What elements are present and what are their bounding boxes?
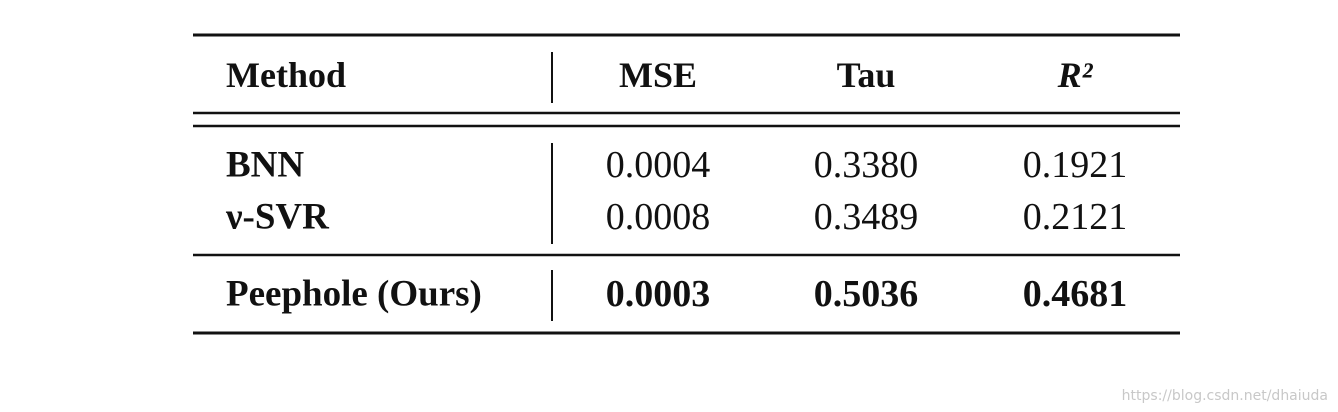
header-cell: Tau <box>836 55 896 95</box>
cell: 0.4681 <box>1022 273 1128 315</box>
cell: 0.0008 <box>605 196 711 238</box>
row-label: ν-SVR <box>226 196 329 238</box>
header-cell: R² <box>1057 55 1093 95</box>
cell: 0.1921 <box>1022 144 1128 186</box>
watermark: https://blog.csdn.net/dhaiuda <box>1121 388 1328 404</box>
cell: 0.3489 <box>813 196 919 238</box>
row-label: BNN <box>226 144 305 186</box>
cell: 0.0004 <box>605 144 711 186</box>
row-label: Peephole (Ours) <box>226 273 482 315</box>
cell: 0.3380 <box>813 144 919 186</box>
header-cell: Method <box>226 55 346 95</box>
header-cell: MSE <box>618 55 698 95</box>
cell: 0.0003 <box>605 273 711 315</box>
cell: 0.2121 <box>1022 196 1128 238</box>
cell: 0.5036 <box>813 273 919 315</box>
